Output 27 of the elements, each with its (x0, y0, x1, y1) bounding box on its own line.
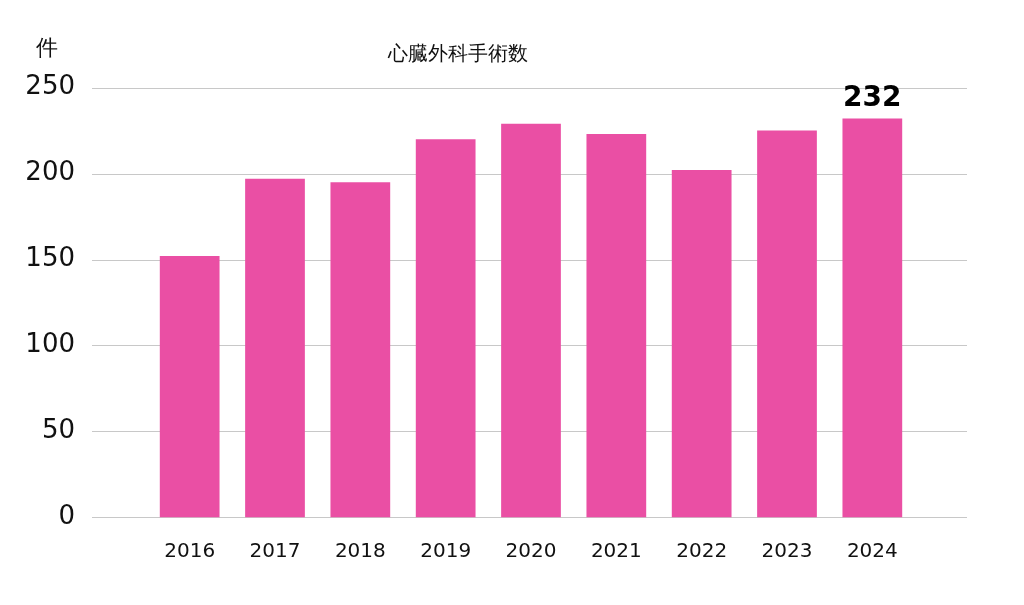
bar (159, 256, 220, 518)
x-tick-label: 2022 (676, 537, 728, 562)
bar (330, 182, 391, 518)
data-label: 232 (843, 79, 902, 113)
y-tick-label: 200 (25, 156, 75, 187)
bar (501, 123, 561, 518)
bar (586, 134, 647, 518)
x-tick-label: 2020 (505, 537, 557, 562)
bar (757, 130, 817, 518)
y-tick-label: 50 (41, 414, 75, 445)
y-axis-title: 件 (36, 35, 58, 61)
bar (245, 178, 305, 518)
y-tick-label: 250 (25, 70, 75, 101)
bar (671, 170, 732, 518)
bar (415, 139, 476, 518)
x-tick-label: 2019 (420, 537, 472, 562)
y-tick-label: 0 (58, 500, 75, 531)
chart-title: 心臓外科手術数 (386, 40, 528, 65)
x-tick-label: 2023 (761, 537, 813, 562)
x-tick-label: 2016 (164, 537, 216, 562)
x-tick-label: 2021 (590, 537, 642, 562)
y-tick-label: 100 (25, 328, 75, 359)
x-tick-label: 2024 (846, 537, 898, 562)
x-tick-label: 2018 (334, 537, 386, 562)
x-tick-label: 2017 (249, 537, 301, 562)
bar (842, 118, 903, 518)
y-tick-label: 150 (25, 242, 75, 273)
